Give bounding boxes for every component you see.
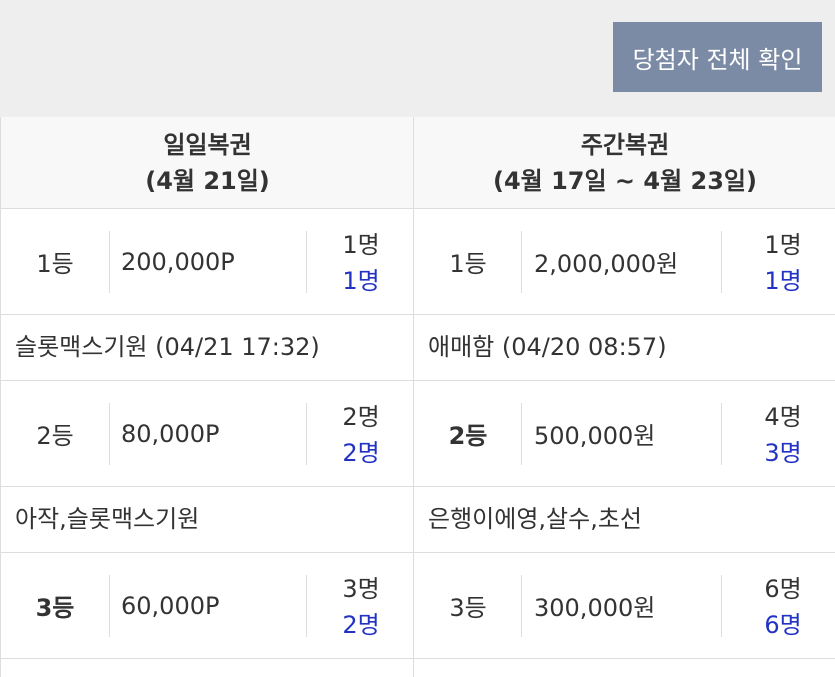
column-period: (4월 21일) xyxy=(145,167,270,195)
winner-names: 애매함 (04/20 08:57) xyxy=(414,315,835,381)
prize-amount: 2,000,000원 xyxy=(534,250,679,278)
winner-count: 1명 1명 xyxy=(730,227,835,299)
winner-count: 4명 3명 xyxy=(730,399,835,471)
rank: 1등 xyxy=(36,250,74,278)
divider xyxy=(521,575,522,637)
column-header: 일일복권 (4월 21일) xyxy=(1,117,414,209)
won-count: 2명 xyxy=(342,611,380,639)
total-count: 1명 xyxy=(342,231,380,259)
column-header: 주간복권 (4월 17일 ~ 4월 23일) xyxy=(414,117,835,209)
divider xyxy=(721,403,722,465)
prize-row: 2등 500,000원 4명 3명 xyxy=(414,381,835,487)
winner-names: 슬롯맥스기원 (04/21 17:32) xyxy=(1,315,414,381)
column-title: 주간복권 xyxy=(580,131,670,159)
winner-count: 3명 2명 xyxy=(308,571,414,643)
all-winners-button[interactable]: 당첨자 전체 확인 xyxy=(613,22,822,92)
column: 일일복권 (4월 21일) 1등 200,000P 1명 1명 슬롯맥스기원 (04/21 … xyxy=(0,117,414,677)
won-count: 3명 xyxy=(764,439,802,467)
divider xyxy=(721,575,722,637)
divider xyxy=(721,231,722,293)
rank: 2등 xyxy=(448,422,488,450)
prize-row: 3등 300,000원 6명 6명 xyxy=(414,553,835,659)
divider xyxy=(109,575,110,637)
prize-row: 2등 80,000P 2명 2명 xyxy=(1,381,414,487)
column-title: 일일복권 xyxy=(163,131,252,159)
total-count: 1명 xyxy=(764,231,802,259)
prize-amount: 300,000원 xyxy=(534,594,656,622)
winner-count: 2명 2명 xyxy=(308,399,414,471)
prize-amount: 500,000원 xyxy=(534,422,656,450)
prize-row: 3등 60,000P 3명 2명 xyxy=(1,553,414,659)
divider xyxy=(109,231,110,293)
winner-count: 6명 6명 xyxy=(730,571,835,643)
divider xyxy=(521,231,522,293)
winner-names: 아작,슬롯맥스기원 xyxy=(1,487,414,553)
prize-amount: 60,000P xyxy=(121,591,220,620)
rank: 2등 xyxy=(36,422,74,450)
total-count: 3명 xyxy=(342,575,380,603)
winner-count: 1명 1명 xyxy=(308,227,414,299)
total-count: 4명 xyxy=(764,403,802,431)
total-count: 2명 xyxy=(342,403,380,431)
divider xyxy=(109,403,110,465)
prize-row: 1등 200,000P 1명 1명 xyxy=(1,209,414,315)
rank: 3등 xyxy=(449,594,487,622)
won-count: 1명 xyxy=(342,267,380,295)
winner-names: 은행이에영,살수,초선 xyxy=(414,487,835,553)
divider xyxy=(306,575,307,637)
divider xyxy=(306,403,307,465)
column-period: (4월 17일 ~ 4월 23일) xyxy=(493,167,757,195)
rank: 3등 xyxy=(35,594,75,622)
column: 주간복권 (4월 17일 ~ 4월 23일) 1등 2,000,000원 1명 1명 애매함… xyxy=(413,117,835,677)
won-count: 1명 xyxy=(764,267,802,295)
rank: 1등 xyxy=(449,250,487,278)
prize-amount: 200,000P xyxy=(121,247,235,276)
won-count: 2명 xyxy=(342,439,380,467)
prize-row: 1등 2,000,000원 1명 1명 xyxy=(414,209,835,315)
prize-amount: 80,000P xyxy=(121,419,220,448)
won-count: 6명 xyxy=(764,611,802,639)
divider xyxy=(306,231,307,293)
divider xyxy=(521,403,522,465)
total-count: 6명 xyxy=(764,575,802,603)
